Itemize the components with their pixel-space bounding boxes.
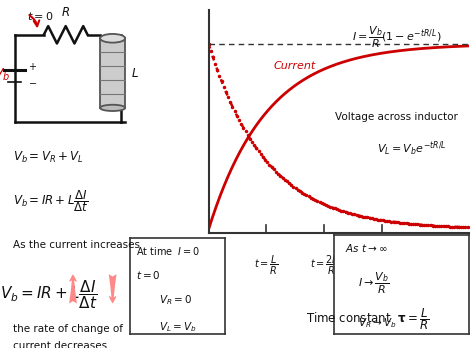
- Text: $-$: $-$: [28, 78, 37, 87]
- Text: $V_b = IR + L\dfrac{\Delta I}{\Delta t}$: $V_b = IR + L\dfrac{\Delta I}{\Delta t}$: [0, 278, 98, 311]
- Text: As the current increases: As the current increases: [12, 240, 139, 250]
- Text: As $t\rightarrow\infty$: As $t\rightarrow\infty$: [345, 242, 388, 254]
- Text: $+$: $+$: [28, 61, 37, 72]
- Ellipse shape: [100, 105, 125, 111]
- Text: $R$: $R$: [61, 6, 70, 19]
- Text: $V_R\rightarrow V_b$: $V_R\rightarrow V_b$: [358, 316, 397, 330]
- Text: $V_L=V_b$: $V_L=V_b$: [159, 321, 196, 334]
- Text: $t=0$: $t=0$: [136, 269, 161, 281]
- Text: $I=\dfrac{V_b}{R}\!\left(1-e^{-tR/L}\right)$: $I=\dfrac{V_b}{R}\!\left(1-e^{-tR/L}\rig…: [352, 24, 441, 50]
- Text: current decreases.: current decreases.: [12, 341, 110, 348]
- Text: Time constant  $\mathbf{\tau}=\dfrac{L}{R}$: Time constant $\mathbf{\tau}=\dfrac{L}{R…: [306, 307, 429, 332]
- Text: $V_R=0$: $V_R=0$: [159, 293, 192, 307]
- Text: $I\rightarrow\dfrac{V_b}{R}$: $I\rightarrow\dfrac{V_b}{R}$: [358, 271, 390, 296]
- Text: $V_L=V_b e^{-tR/L}$: $V_L=V_b e^{-tR/L}$: [377, 139, 447, 158]
- Text: Current: Current: [274, 61, 316, 71]
- Bar: [100, 38, 125, 108]
- Text: $t=\dfrac{2L}{R}$: $t=\dfrac{2L}{R}$: [310, 254, 339, 277]
- Ellipse shape: [100, 34, 125, 43]
- Text: $3\mathbf{\tau}$: $3\mathbf{\tau}$: [375, 254, 390, 266]
- Text: Voltage across inductor: Voltage across inductor: [335, 112, 458, 122]
- Text: time $t\rightarrow$: time $t\rightarrow$: [414, 254, 455, 266]
- Text: $V_b$: $V_b$: [0, 66, 10, 83]
- Text: $L$: $L$: [131, 66, 139, 80]
- Text: $V_b = IR + L\dfrac{\Delta I}{\Delta t}$: $V_b = IR + L\dfrac{\Delta I}{\Delta t}$: [12, 188, 88, 214]
- Text: $V_b = V_R + V_L$: $V_b = V_R + V_L$: [12, 150, 83, 165]
- Text: At time  $I=0$: At time $I=0$: [136, 245, 200, 257]
- Text: the rate of change of: the rate of change of: [12, 324, 122, 334]
- Text: $t=\dfrac{L}{R}$: $t=\dfrac{L}{R}$: [254, 254, 279, 277]
- Text: $t=0$: $t=0$: [27, 10, 54, 22]
